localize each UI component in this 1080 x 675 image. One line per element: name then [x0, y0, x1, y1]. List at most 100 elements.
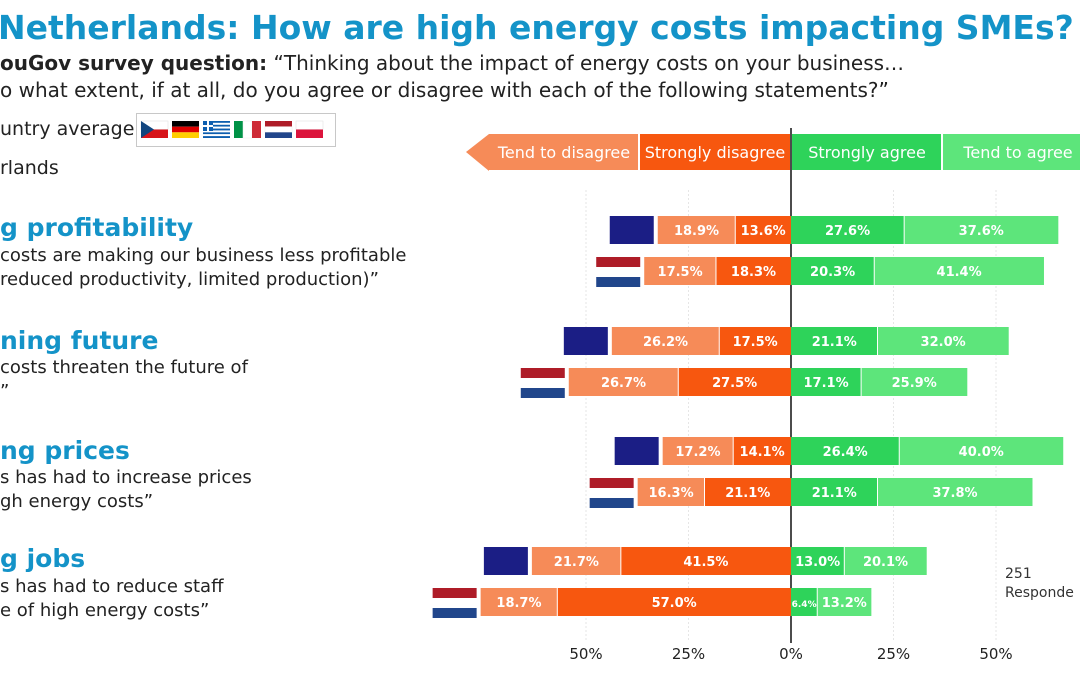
bar-tend-agree: [844, 547, 927, 575]
country-average-marker: [609, 216, 654, 244]
data-label: 25.9%: [892, 376, 937, 391]
flag-de-red: [172, 126, 199, 133]
bar-strongly-agree: [791, 368, 862, 396]
bar-strongly-disagree: [719, 327, 791, 355]
legend-box-tend-disagree: [489, 134, 638, 170]
bar-strongly-disagree: [678, 368, 791, 396]
category-title-future: ning future: [0, 326, 159, 355]
data-label: 16.3%: [649, 486, 694, 501]
legend-arrow-icon: [466, 134, 489, 171]
legend-box-strongly-agree: [792, 134, 941, 170]
bar-strongly-agree: [791, 437, 900, 465]
data-label: 18.7%: [496, 596, 541, 611]
category-desc-line: ”: [0, 381, 10, 402]
legend-box-tend-agree: [943, 134, 1080, 170]
category-desc-line: costs are making our business less profi…: [0, 245, 407, 266]
category-desc-line: s has had to increase prices: [0, 467, 252, 488]
bar-tend-disagree: [657, 216, 736, 244]
flag-gr-cross-h: [203, 125, 213, 127]
category-title-jobs: g jobs: [0, 544, 86, 573]
flag-stripe-blue: [520, 388, 565, 398]
data-label: 21.1%: [812, 486, 857, 501]
category-desc-line: s has had to reduce staff: [0, 576, 224, 597]
data-label: 26.2%: [643, 335, 688, 350]
data-label: 21.1%: [812, 335, 857, 350]
netherlands-flag-icon: [520, 368, 565, 398]
flag-nl-white: [264, 126, 293, 133]
bar-tend-disagree: [568, 368, 679, 396]
data-label: 41.5%: [683, 555, 728, 570]
survey-question-line-1: ouGov survey question: “Thinking about t…: [0, 51, 904, 75]
bar-tend-disagree: [611, 327, 720, 355]
bar-strongly-agree: [791, 327, 878, 355]
flag-gr-stripe: [203, 130, 230, 133]
flag-gr-stripe: [203, 124, 230, 127]
bar-tend-agree: [877, 327, 1009, 355]
category-desc-future: costs threaten the future of ”: [0, 356, 248, 404]
data-label: 20.1%: [863, 555, 908, 570]
country-flags-icon: [140, 120, 324, 139]
bar-strongly-disagree: [704, 478, 791, 506]
data-label: 17.5%: [658, 265, 703, 280]
flag-gr-stripe: [203, 121, 230, 123]
bar-tend-disagree: [531, 547, 621, 575]
country-average-marker: [614, 437, 659, 465]
flag-gr-stripe: [203, 128, 230, 131]
country-average-marker: [483, 547, 528, 575]
flag-stripe-red: [596, 257, 641, 267]
bar-strongly-disagree: [715, 257, 791, 285]
flag-stripe-white: [520, 378, 565, 388]
legend-label-tend-agree: Tend to agree: [962, 143, 1072, 162]
bar-tend-agree: [817, 588, 872, 616]
bar-tend-agree: [904, 216, 1059, 244]
category-desc-prices: s has had to increase prices gh energy co…: [0, 466, 252, 514]
bar-strongly-disagree: [733, 437, 791, 465]
flag-it-white: [242, 120, 253, 139]
legend-box-strongly-disagree: [640, 134, 790, 170]
flag-stripe-red: [432, 588, 477, 598]
flag-de-black: [172, 121, 199, 127]
flag-gr-stripe: [203, 136, 230, 138]
category-desc-line: reduced productivity, limited production…: [0, 269, 379, 290]
flag-cz-red: [141, 129, 168, 138]
respondents-note: 251 Responde: [1005, 565, 1074, 603]
flag-stripe-blue: [596, 277, 641, 287]
flag-nl-blue: [265, 132, 292, 138]
flag-stripe-white: [589, 488, 634, 498]
flag-stripe-red: [589, 478, 634, 488]
bar-strongly-agree: [791, 547, 845, 575]
data-label: 27.5%: [712, 376, 757, 391]
flag-gr-stripe: [203, 132, 230, 135]
bar-strongly-agree: [791, 257, 875, 285]
x-tick-label: 0%: [779, 645, 803, 663]
survey-question-lead: ouGov survey question:: [0, 51, 268, 75]
flag-stripe-red: [520, 368, 565, 378]
category-title-prices: ng prices: [0, 436, 130, 465]
data-label: 17.5%: [733, 335, 778, 350]
data-label: 13.2%: [822, 596, 867, 611]
data-label: 37.6%: [959, 224, 1004, 239]
flag-stripe-white: [596, 267, 641, 277]
data-label: 6.4%: [792, 600, 817, 610]
country-average-label: untry average: [0, 118, 135, 140]
flag-stripe-blue: [432, 608, 477, 618]
flag-gr-stripe: [203, 122, 230, 125]
data-label: 17.1%: [804, 376, 849, 391]
data-label: 20.3%: [810, 265, 855, 280]
bar-tend-agree: [874, 257, 1044, 285]
data-label: 21.7%: [554, 555, 599, 570]
data-label: 41.4%: [937, 265, 982, 280]
bar-tend-disagree: [662, 437, 734, 465]
bar-strongly-agree: [791, 216, 905, 244]
respondents-count: 251: [1005, 566, 1032, 582]
flag-stripe-blue: [589, 498, 634, 508]
bar-tend-agree: [861, 368, 968, 396]
flag-gr-stripe: [203, 134, 230, 137]
category-title-profitability: g profitability: [0, 213, 194, 242]
data-label: 13.6%: [741, 224, 786, 239]
x-tick-label: 50%: [979, 645, 1012, 663]
data-label: 21.1%: [725, 486, 770, 501]
flag-pl-white: [295, 120, 324, 130]
bar-tend-disagree: [637, 478, 705, 506]
